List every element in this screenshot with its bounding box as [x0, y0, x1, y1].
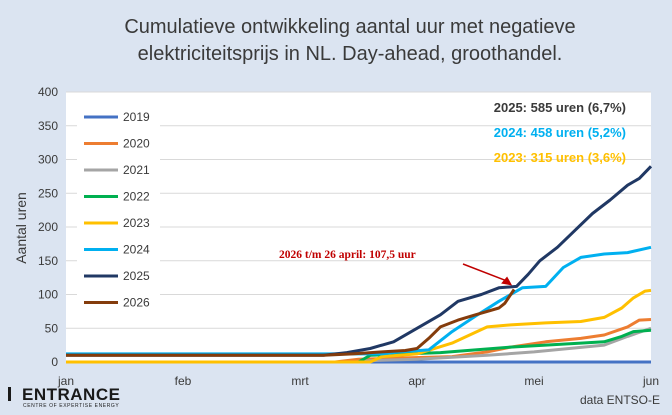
legend-box [77, 102, 160, 320]
series-summaries: 2025: 585 uren (6,7%) 2024: 458 uren (5,2… [494, 100, 626, 165]
x-tick-label: jun [642, 374, 659, 388]
annotation: 2026 t/m 26 april: 107,5 uur [279, 249, 513, 286]
logo-mark-icon [8, 387, 20, 401]
logo-subtitle: CENTRE OF EXPERTISE ENERGY [23, 403, 120, 409]
series-line-2025 [66, 165, 653, 357]
entrance-logo: ENTRANCE CENTRE OF EXPERTISE ENERGY [8, 386, 120, 409]
annotation-arrow [462, 263, 509, 283]
annotation-text: 2026 t/m 26 april: 107,5 uur [279, 249, 416, 261]
logo-name: ENTRANCE [22, 385, 121, 404]
y-tick-label: 400 [38, 85, 58, 99]
x-axis-ticks: jan feb mrt apr mei jun [57, 374, 659, 388]
title-line-1: Cumulatieve ontwikkeling aantal uur met … [124, 16, 576, 38]
y-tick-label: 50 [45, 321, 59, 335]
y-axis-label: Aantal uren [13, 192, 29, 264]
legend-label-2024: 2024 [123, 243, 150, 257]
summary-text: 2024: 458 uren (5,2%) [494, 125, 626, 140]
y-tick-label: 150 [38, 254, 58, 268]
series-line-2026 [66, 288, 516, 357]
y-tick-label: 350 [38, 119, 58, 133]
legend-label-2022: 2022 [123, 190, 150, 204]
x-tick-label: mrt [291, 374, 309, 388]
x-tick-label: apr [408, 374, 425, 388]
x-tick-label: feb [175, 374, 192, 388]
summary-text: 2025: 585 uren (6,7%) [494, 100, 626, 115]
y-tick-label: 100 [38, 288, 58, 302]
y-tick-label: 300 [38, 153, 58, 167]
legend-label-2025: 2025 [123, 269, 150, 283]
gridlines [66, 91, 651, 363]
source-note: data ENTSO-E [579, 393, 660, 407]
summary-text: 2023: 315 uren (3,6%) [494, 150, 626, 165]
legend-label-2026: 2026 [123, 296, 150, 310]
y-axis-ticks: 0 50 100 150 200 250 300 350 400 [38, 85, 58, 369]
y-tick-label: 0 [51, 355, 58, 369]
legend-label-2023: 2023 [123, 216, 150, 230]
y-tick-label: 250 [38, 186, 58, 200]
chart-title: Cumulatieve ontwikkeling aantal uur met … [60, 14, 640, 68]
y-tick-label: 200 [38, 220, 58, 234]
legend-label-2021: 2021 [123, 163, 150, 177]
legend-label-2020: 2020 [123, 137, 150, 151]
legend: 2019 2020 2021 2022 2023 2024 2025 2026 [77, 102, 160, 320]
annotation-arrowhead [501, 276, 513, 286]
series-lines [66, 165, 653, 364]
legend-label-2019: 2019 [123, 110, 150, 124]
x-tick-label: jan [57, 374, 74, 388]
series-line-2023 [66, 288, 652, 364]
title-line-2: elektriciteitsprijs in NL. Day-ahead, gr… [137, 43, 563, 65]
x-tick-label: mei [524, 374, 543, 388]
